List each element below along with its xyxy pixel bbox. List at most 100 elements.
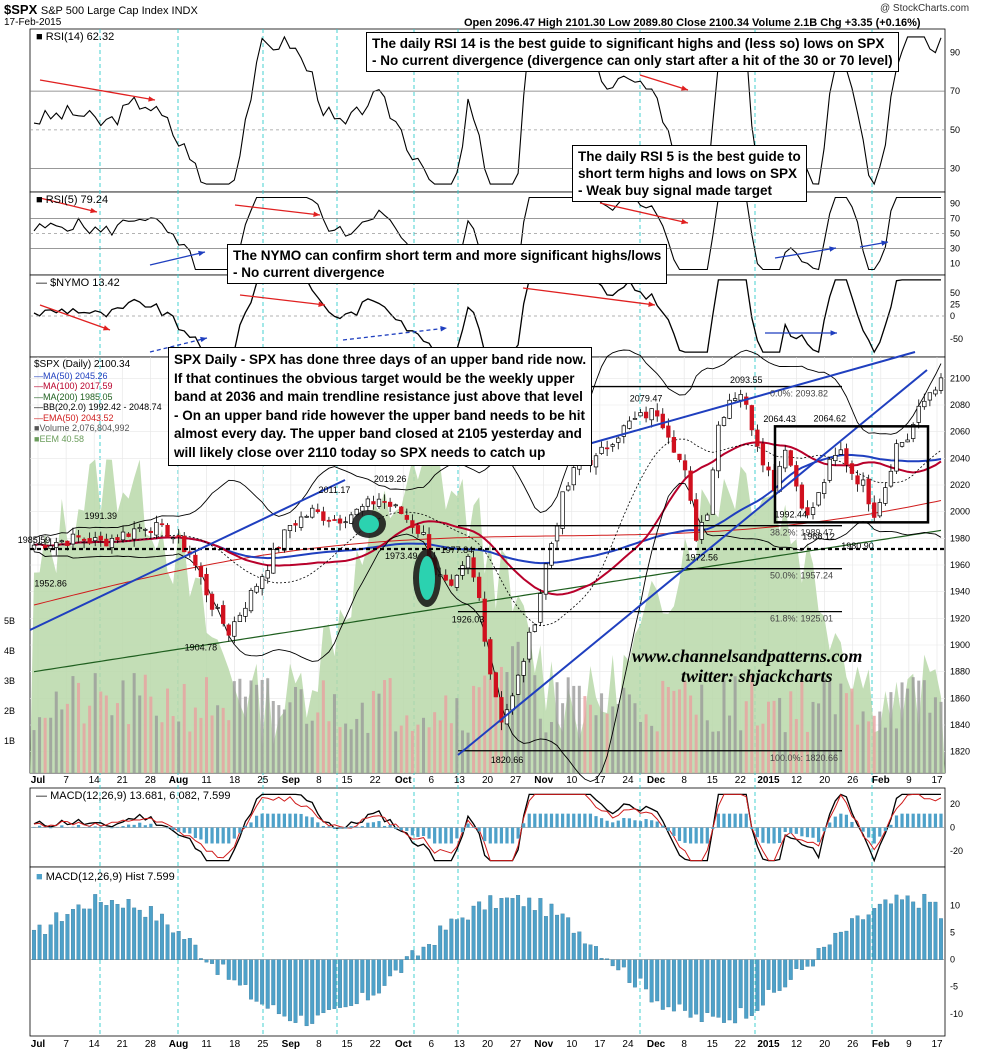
macd-bar [911,813,915,828]
macd-bar [772,827,776,844]
macd-bar [338,827,342,829]
price-annotation: 1820.66 [491,755,524,765]
macd-bar [405,827,409,832]
macd-bar [88,826,92,828]
volume-bar [939,701,943,773]
hist-bar [187,938,192,960]
volume-bar [861,711,865,773]
hist-bar [148,906,153,960]
candle-down [682,460,688,471]
hist-bar [271,959,276,1006]
candle-up [916,405,921,423]
volume-bar [132,673,136,773]
candle-down [159,523,165,526]
volume-bar [182,683,186,773]
macd-bar [221,827,225,844]
price-annotation: 2093.55 [730,375,763,385]
symbol-name: S&P 500 Large Cap Index INDX [40,5,198,17]
candle-up [610,444,615,447]
hist-bar [165,924,170,960]
candle-up [783,449,788,469]
volume-bar [82,723,86,773]
volume-bar [466,732,470,773]
macd-bar [794,827,798,834]
candle-down [766,466,771,471]
hist-bar [855,915,860,960]
x-tick-label-bottom: 11 [201,1039,212,1050]
macd-bar [171,827,175,831]
price-annotation: 1972.56 [685,552,718,562]
candle-up [287,525,293,531]
rsi14-tick: 30 [950,164,960,174]
macd-bar [477,827,481,832]
volume-bar [38,717,42,773]
legend-bb: —BB(20,2.0) 1992.42 - 2048.74 [34,402,162,412]
volume-bar [110,715,114,773]
candle-up [727,399,732,419]
price-annotation: 1952.86 [34,579,67,589]
fib-label: 0.0%: 2093.82 [770,389,828,399]
hist-bar [710,959,715,1017]
hist-bar [237,959,242,986]
candle-up [616,437,621,443]
y-tick-label: 1960 [950,560,970,570]
candle-down [204,573,209,596]
hist-tick: -10 [950,1009,963,1019]
rsi14-note: The daily RSI 14 is the best guide to si… [366,32,899,72]
macd-bar [321,825,325,828]
macd-bar [839,813,843,828]
volume-bar [577,685,581,773]
volume-bar [216,705,220,773]
macd-bar [76,824,81,828]
hist-bar [838,931,843,960]
hist-bar [377,959,381,994]
hist-bar [933,901,938,960]
macd-bar [126,824,131,828]
volume-bar [655,731,659,773]
hist-bar [98,902,103,960]
volume-bar [93,673,97,773]
macd-bar [327,826,331,828]
x-tick-label-bottom: Feb [872,1039,890,1050]
candle-up [137,527,142,530]
x-tick-label: 18 [229,775,241,786]
volume-bar [694,714,698,773]
volume-bar [772,700,776,773]
candle-down [326,519,332,522]
hist-bar [727,959,732,1021]
macd-bar [800,827,804,837]
volume-bar [883,727,887,773]
x-tick-label: 22 [370,775,382,786]
macd-bar [805,827,810,838]
x-tick-label-bottom: 27 [510,1039,522,1050]
macd-bar [193,827,197,839]
price-annotation: 2064.62 [813,414,846,424]
x-tick-label-bottom: 10 [566,1039,578,1050]
volume-bar [149,696,153,773]
macd-bar [449,827,453,844]
volume-bar [722,680,726,773]
rsi14-tick: 70 [950,86,960,96]
macd-bar [149,823,153,828]
macd-bar [238,827,242,833]
candle-down [449,579,454,586]
rsi5-note: The daily RSI 5 is the best guide to shor… [572,145,807,202]
macd-bar [766,827,771,844]
volume-bar [32,730,36,773]
macd-bar [132,824,136,828]
x-tick-label: Oct [395,775,412,786]
macd-bar [677,827,682,842]
candle-down [382,501,387,503]
candle-up [232,621,237,637]
y-tick-label: 1980 [950,533,970,543]
candle-down [499,697,504,723]
volume-bar [410,730,414,773]
macd-bar [488,827,492,844]
macd-bar [816,827,821,843]
macd-bar [722,813,726,828]
candle-up [376,498,382,507]
macd-bar [917,813,921,828]
hist-bar [76,904,81,960]
macd-bar [599,818,604,828]
